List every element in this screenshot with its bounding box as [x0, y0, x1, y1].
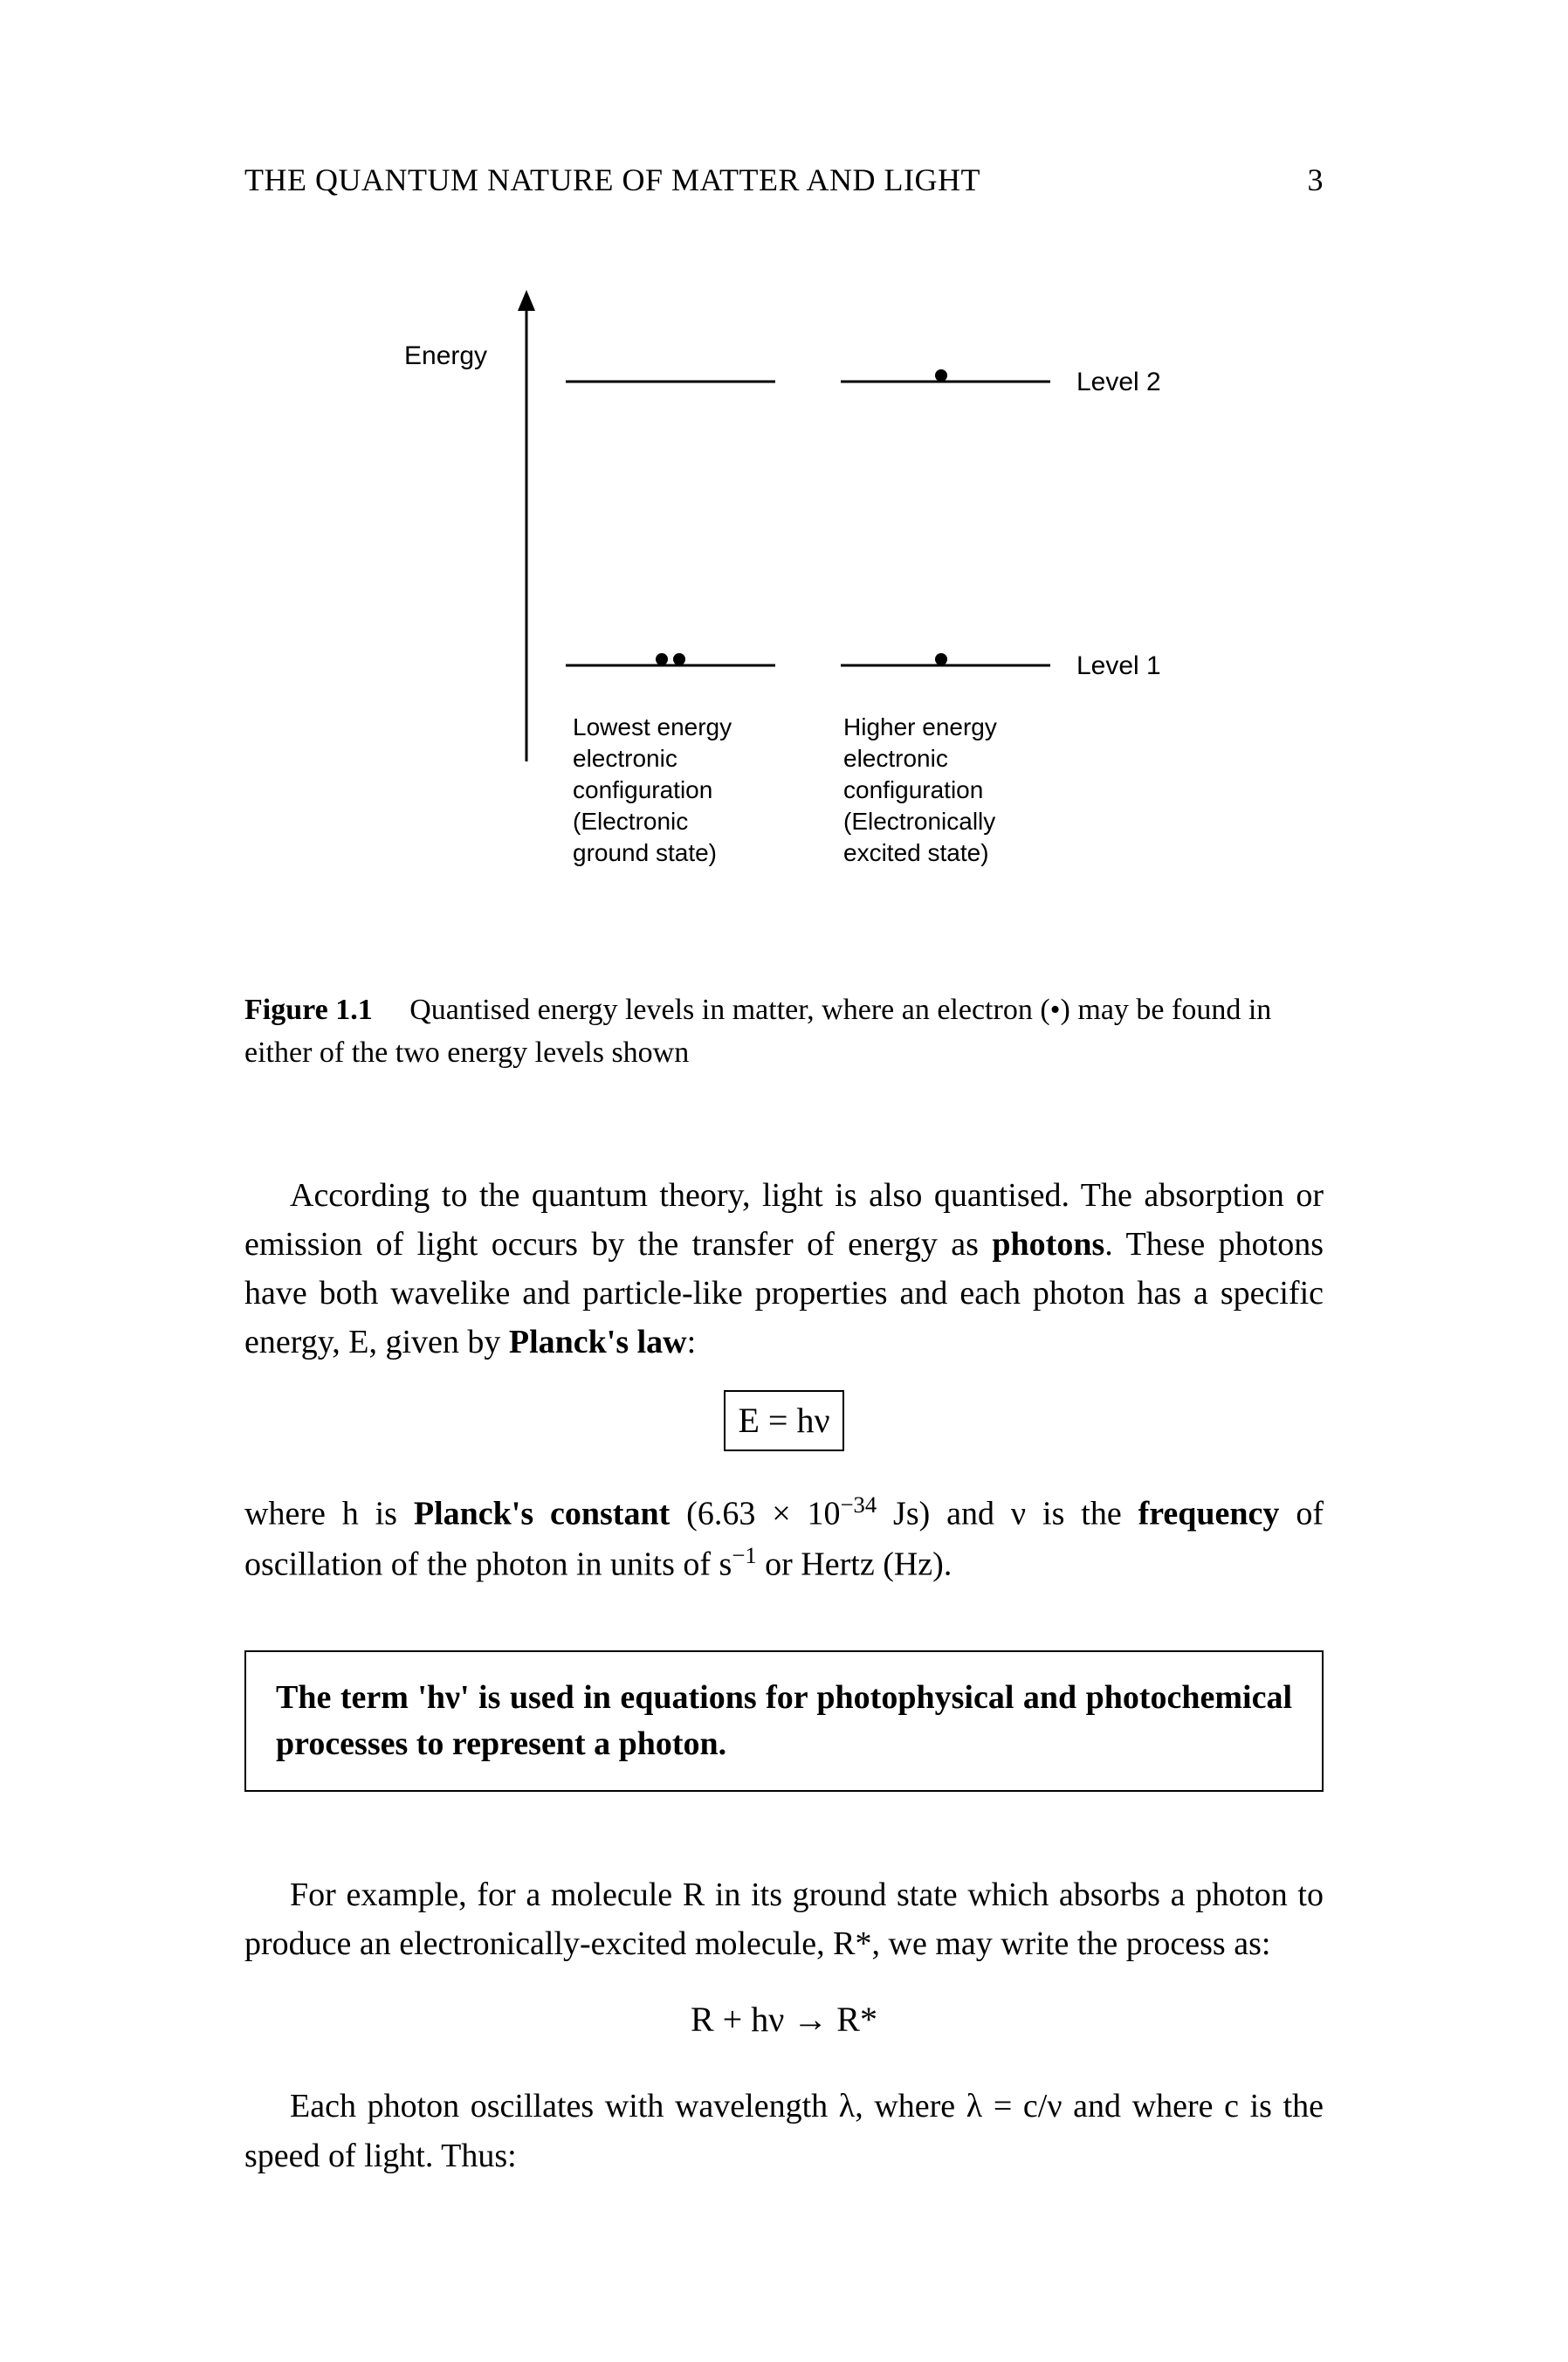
svg-text:Higher energy: Higher energy [843, 713, 997, 740]
arrowhead-icon [518, 290, 535, 311]
page: THE QUANTUM NATURE OF MATTER AND LIGHT 3… [0, 0, 1568, 2362]
running-title: THE QUANTUM NATURE OF MATTER AND LIGHT [244, 157, 980, 203]
svg-text:ground state): ground state) [573, 839, 717, 866]
paragraph-example: For example, for a molecule R in its gro… [244, 1870, 1324, 1968]
level-2-label: Level 2 [1076, 368, 1161, 396]
svg-text:electronic: electronic [843, 745, 948, 772]
svg-text:electronic: electronic [573, 745, 677, 772]
electron-icon [673, 653, 685, 665]
column-label-ground-state: Lowest energy electronic configuration (… [573, 713, 732, 866]
figure-label: Figure 1.1 [244, 994, 373, 1026]
paragraph-plancks-constant: where h is Planck's constant (6.63 × 10−… [244, 1488, 1324, 1589]
paragraph-wavelength: Each photon oscillates with wavelength λ… [244, 2082, 1324, 2180]
electron-icon [656, 653, 668, 665]
equation-plancks-law: E = hν [244, 1390, 1324, 1451]
svg-text:excited state): excited state) [843, 839, 989, 866]
svg-text:(Electronically: (Electronically [843, 808, 995, 835]
equation-box: E = hν [724, 1390, 843, 1451]
column-label-excited-state: Higher energy electronic configuration (… [843, 713, 997, 866]
svg-text:Lowest energy: Lowest energy [573, 713, 732, 740]
equation-excitation: R + hν → R* [244, 1994, 1324, 2045]
level-2: Level 2 [566, 368, 1161, 396]
electron-icon [935, 369, 947, 382]
level-1: Level 1 [566, 651, 1161, 680]
electron-icon [935, 653, 947, 665]
level-1-label: Level 1 [1076, 651, 1161, 680]
energy-level-diagram: Energy Level 2 Level 1 Lowest energy [356, 264, 1212, 945]
figure-caption: Figure 1.1 Quantised energy levels in ma… [244, 988, 1324, 1075]
svg-text:configuration: configuration [573, 776, 712, 803]
axis-label-energy: Energy [404, 341, 487, 370]
energy-axis: Energy [404, 290, 535, 761]
callout-hv-definition: The term 'hν' is used in equations for p… [244, 1650, 1324, 1792]
svg-text:(Electronic: (Electronic [573, 808, 688, 835]
figure-1-1: Energy Level 2 Level 1 Lowest energy [244, 264, 1324, 945]
page-header: THE QUANTUM NATURE OF MATTER AND LIGHT 3 [244, 157, 1324, 203]
page-number: 3 [1308, 157, 1324, 203]
svg-text:configuration: configuration [843, 776, 983, 803]
paragraph-quantum-theory: According to the quantum theory, light i… [244, 1171, 1324, 1367]
